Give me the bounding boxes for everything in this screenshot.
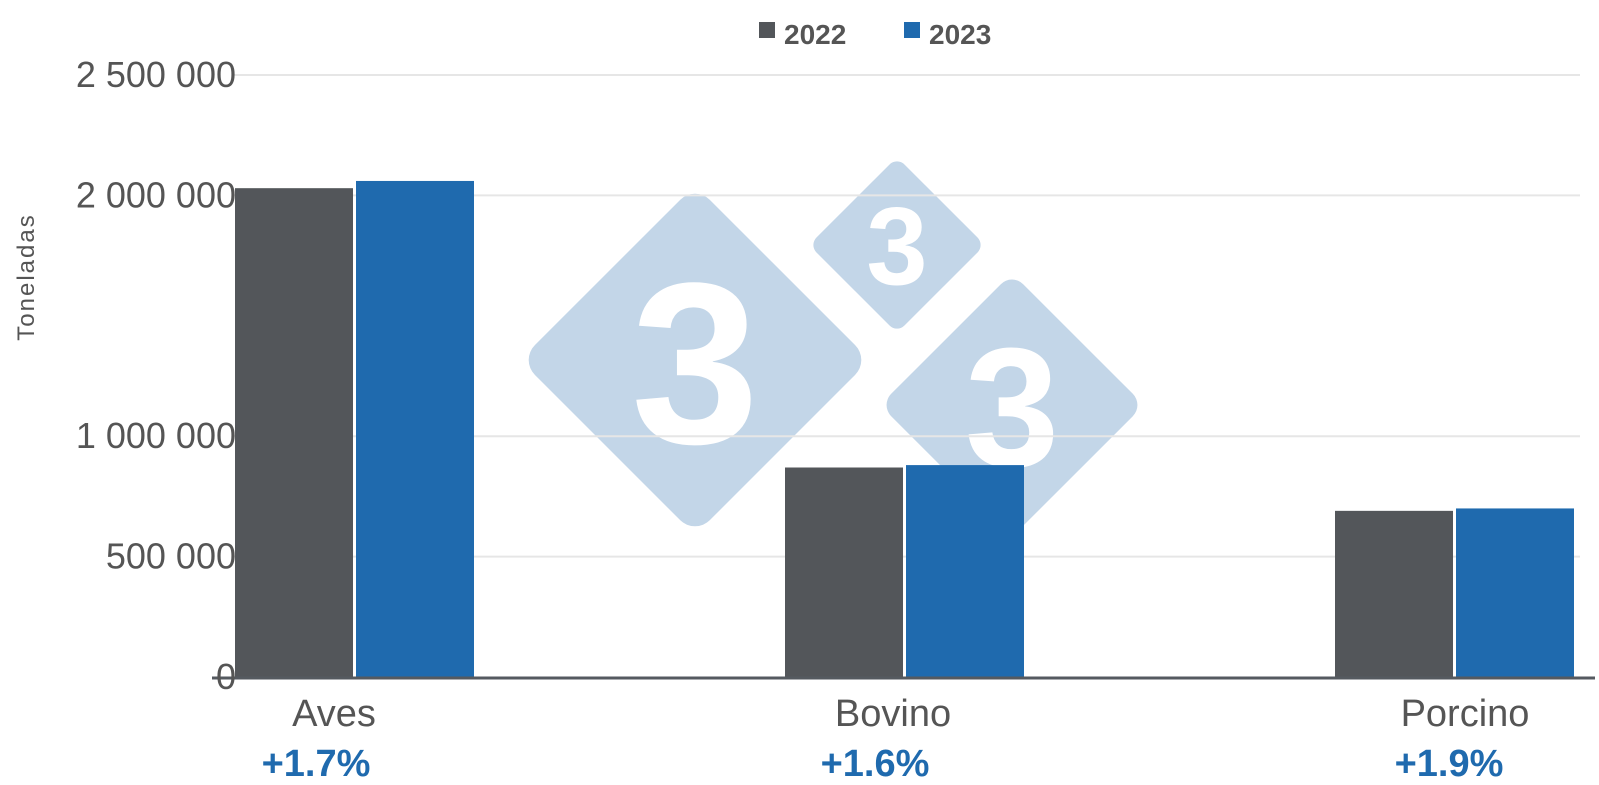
bar-2022-bovino (785, 467, 903, 677)
legend: 2022 2023 (759, 19, 991, 50)
legend-label: 2022 (784, 19, 846, 50)
legend-item-2023: 2023 (904, 19, 991, 50)
bars (235, 180, 1574, 677)
legend-label: 2023 (929, 19, 991, 50)
bar-2023-aves (356, 180, 474, 677)
legend-swatch (759, 22, 775, 38)
watermark-diamond: 3 (813, 161, 981, 329)
y-axis-label: Toneladas (13, 213, 40, 340)
y-tick-label: 500 000 (106, 536, 236, 577)
watermark-logo: 3 33 (528, 161, 1138, 531)
change-label: +1.7% (262, 743, 371, 785)
y-tick-label: 1 000 000 (76, 415, 236, 456)
legend-swatch (904, 22, 920, 38)
watermark-diamond: 3 (528, 193, 862, 527)
change-label: +1.9% (1395, 743, 1504, 785)
bar-2023-bovino (906, 465, 1024, 677)
legend-item-2022: 2022 (759, 19, 846, 50)
y-axis-ticks: 0 500 000 1 000 000 2 000 000 2 500 000 (76, 54, 236, 697)
bar-2023-porcino (1456, 508, 1574, 677)
x-tick-label: Aves (292, 693, 376, 735)
x-tick-label: Bovino (835, 693, 951, 735)
x-tick-label: Porcino (1401, 693, 1530, 735)
y-tick-label: 0 (216, 656, 236, 697)
category-labels: Aves +1.7% Bovino +1.6% Porcino +1.9% (262, 693, 1530, 785)
bar-2022-porcino (1335, 510, 1453, 677)
bar-2022-aves (235, 188, 353, 677)
watermark-digit: 3 (631, 235, 759, 492)
watermark-digit: 3 (866, 186, 927, 309)
change-label: +1.6% (821, 743, 930, 785)
y-tick-label: 2 500 000 (76, 54, 236, 95)
y-tick-label: 2 000 000 (76, 174, 236, 215)
